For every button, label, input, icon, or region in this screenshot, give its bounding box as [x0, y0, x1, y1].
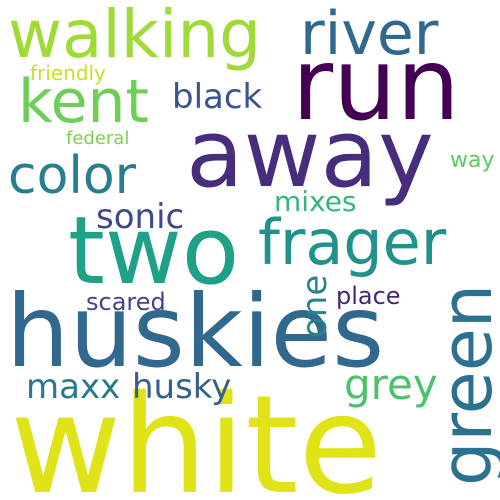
word-run: run [292, 26, 460, 143]
word-color: color [8, 146, 137, 206]
word-river: river [300, 0, 439, 69]
word-friendly: friendly [30, 61, 106, 85]
word-sonic: sonic [96, 197, 185, 237]
word-two: two [68, 197, 240, 306]
word-black: black [172, 77, 263, 117]
word-green: green [426, 283, 500, 486]
word-kent: kent [18, 67, 150, 137]
word-way: way [450, 148, 495, 173]
word-white: white [10, 367, 383, 500]
word-husky: husky [132, 367, 232, 407]
word-scared: scared [86, 288, 166, 316]
word-place: place [336, 282, 401, 310]
word-huskies: huskies [6, 273, 385, 390]
word-frager: frager [258, 206, 447, 279]
word-federal: federal [66, 128, 130, 149]
word-mixes: mixes [274, 185, 357, 218]
word-grey: grey [344, 360, 438, 409]
word-one: one [295, 274, 335, 338]
word-maxx: maxx [26, 367, 121, 407]
word-away: away [186, 100, 434, 209]
word-walking: walking [8, 0, 262, 73]
